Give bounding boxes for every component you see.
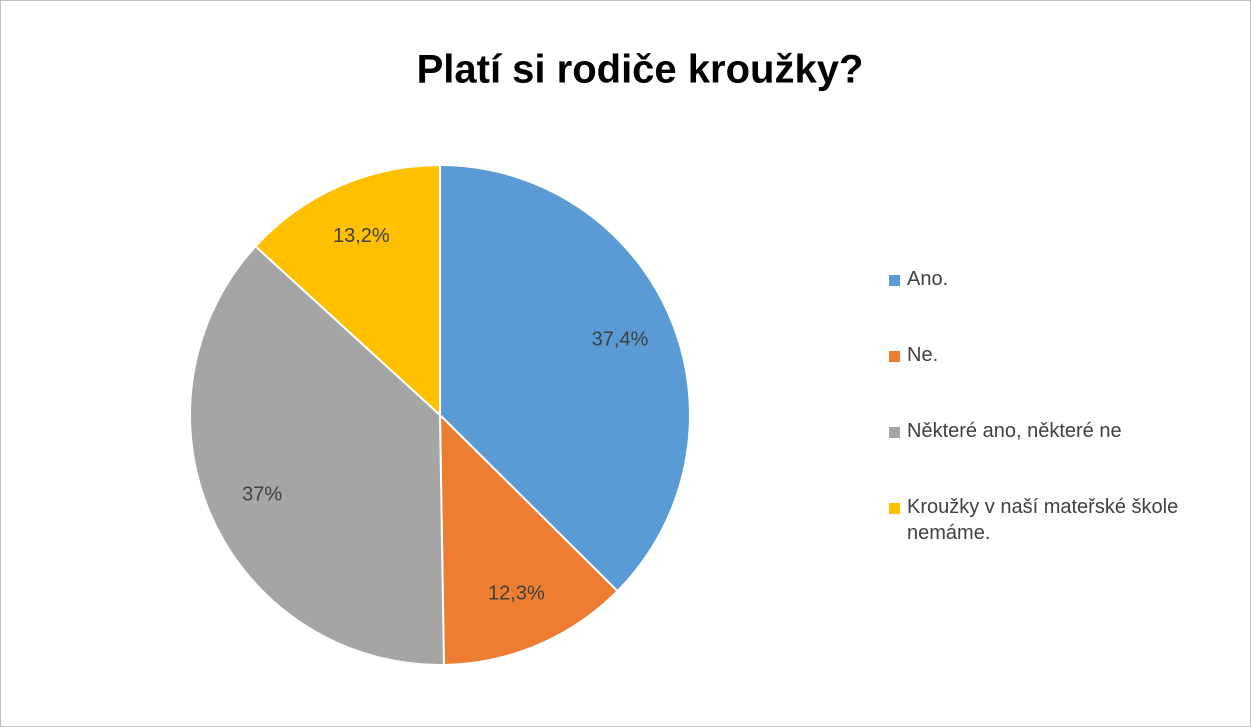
- pie-slice: [254, 163, 441, 418]
- legend-label: Kroužky v naší mateřské škole nemáme.: [907, 496, 1179, 544]
- legend-label: Některé ano, některé ne: [907, 420, 1122, 442]
- data-label: 37%: [242, 483, 282, 505]
- legend-swatch: [889, 427, 900, 438]
- data-label: 12,3%: [488, 583, 545, 605]
- legend-swatch: [889, 503, 900, 514]
- legend-item: Ano.: [885, 266, 1185, 292]
- legend-label: Ne.: [907, 344, 939, 366]
- legend: Ano. Ne. Některé ano, některé ne Kroužky v …: [885, 266, 1185, 596]
- legend-item: Některé ano, některé ne: [885, 418, 1185, 444]
- chart-title: Platí si rodiče kroužky?: [417, 48, 864, 92]
- legend-swatch: [889, 351, 900, 362]
- data-label: 37,4%: [592, 328, 649, 350]
- legend-label: Ano.: [907, 268, 949, 290]
- pie-slice: [189, 244, 445, 666]
- pie-slice: [439, 163, 691, 593]
- legend-item: Kroužky v naší mateřské škole nemáme.: [885, 494, 1185, 546]
- legend-item: Ne.: [885, 342, 1185, 368]
- pie-slice: [438, 412, 619, 666]
- legend-swatch: [889, 275, 900, 286]
- data-label: 13,2%: [333, 225, 390, 247]
